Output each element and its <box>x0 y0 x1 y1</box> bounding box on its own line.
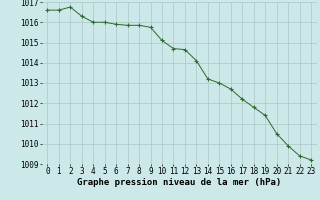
X-axis label: Graphe pression niveau de la mer (hPa): Graphe pression niveau de la mer (hPa) <box>77 178 281 187</box>
